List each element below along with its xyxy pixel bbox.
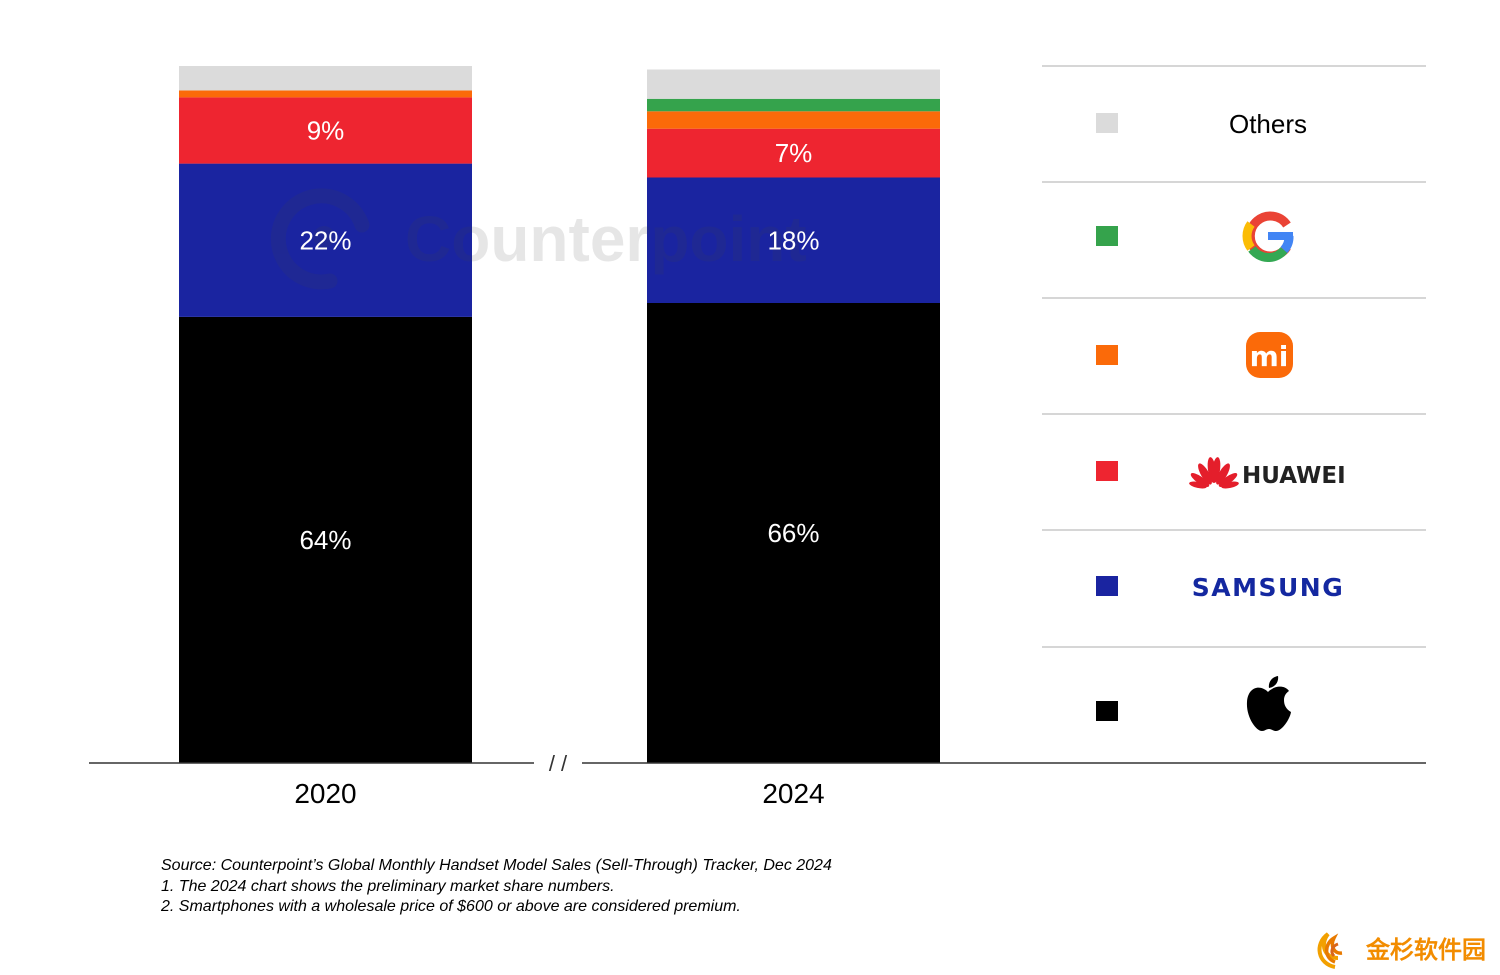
bar-segment-google-2024 (647, 98, 940, 112)
huawei-petals-icon (1189, 457, 1239, 489)
legend-swatch-apple (1096, 701, 1118, 721)
legend-label-others: Others (1229, 109, 1307, 139)
bar-segment-apple-2024 (647, 303, 940, 763)
bar-segment-samsung-2020 (179, 163, 472, 317)
bar-segment-others-2020 (179, 66, 472, 91)
bar-segment-samsung-2024 (647, 177, 940, 303)
data-label-apple-2024: 66% (767, 518, 819, 548)
segment-labels-layer: 64% 22% 9% 66% 18% 7% (299, 116, 819, 556)
legend-swatch-others (1096, 113, 1118, 133)
data-label-huawei-2024: 7% (775, 138, 813, 168)
xiaomi-logo-text: mi (1250, 340, 1289, 373)
bar-segment-huawei-2020 (179, 97, 472, 164)
bar-segment-apple-2020 (179, 316, 472, 763)
footnote-1: 1. The 2024 chart shows the preliminary … (161, 877, 615, 895)
google-logo (1242, 211, 1294, 262)
x-axis: / / (89, 751, 1426, 776)
counterpoint-watermark: Counterpoint (270, 188, 807, 290)
axis-break-mark: / / (549, 751, 568, 776)
bars-layer (179, 66, 940, 763)
data-label-huawei-2020: 9% (307, 116, 345, 146)
xiaomi-logo: mi (1246, 332, 1293, 378)
counterpoint-watermark-text: Counterpoint (405, 203, 807, 275)
swirl-logo-icon (1317, 932, 1343, 969)
legend-dividers (1042, 65, 1426, 648)
corner-site-logo: 金杉软件园 (1310, 922, 1486, 972)
x-tick-label-2024: 2024 (762, 778, 824, 809)
bar-segment-xiaomi-2024 (647, 111, 940, 129)
bar-segment-xiaomi-2020 (179, 90, 472, 98)
x-tick-label-2020: 2020 (294, 778, 356, 809)
legend-swatch-samsung (1096, 576, 1118, 596)
source-note: Source: Counterpoint’s Global Monthly Ha… (161, 857, 832, 874)
legend-swatch-xiaomi (1096, 345, 1118, 365)
data-label-samsung-2024: 18% (767, 225, 819, 255)
corner-logo-text: 金杉软件园 (1366, 935, 1486, 964)
huawei-logo-text: HUAWEI (1242, 463, 1346, 489)
chart-footnotes: Source: Counterpoint’s Global Monthly Ha… (161, 856, 832, 918)
counterpoint-watermark-icon (270, 188, 370, 290)
bar-segment-huawei-2024 (647, 128, 940, 178)
apple-logo (1246, 676, 1291, 731)
legend-swatches (1096, 113, 1118, 721)
data-label-samsung-2020: 22% (299, 225, 351, 255)
footnote-2: 2. Smartphones with a wholesale price of… (161, 898, 741, 915)
legend-swatch-huawei (1096, 461, 1118, 481)
bar-segment-others-2024 (647, 69, 940, 99)
x-tick-labels: 2020 2024 (294, 778, 824, 809)
legend-swatch-google (1096, 226, 1118, 246)
huawei-logo: HUAWEI (1189, 457, 1346, 489)
legend: Others mi HUAWEI (1042, 65, 1426, 731)
data-label-apple-2020: 64% (299, 525, 351, 555)
samsung-logo: SAMSUNG (1192, 573, 1344, 602)
